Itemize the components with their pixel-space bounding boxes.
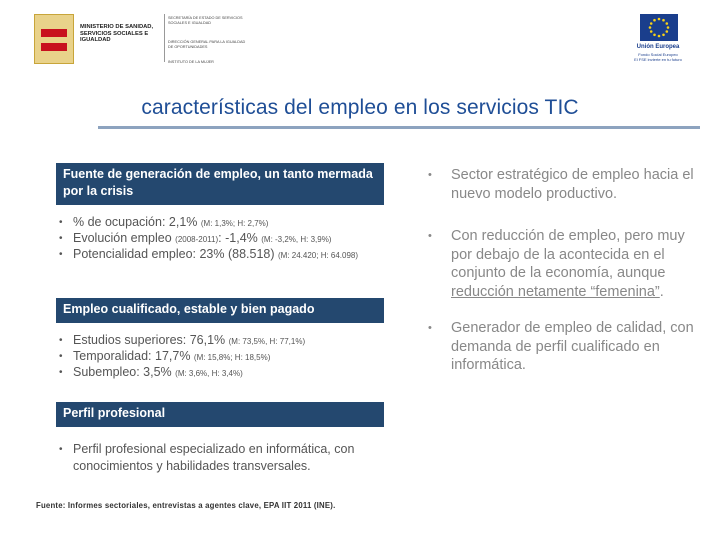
bullet: •	[59, 335, 63, 346]
secretariat-name: Secretaría de Estado de Servicios Social…	[168, 16, 243, 25]
item-text: Temporalidad: 17,7%	[73, 349, 194, 363]
item-detail: (M: 24.420; H: 64.098)	[278, 251, 359, 260]
item-underlined: reducción netamente “femenina”	[451, 283, 660, 300]
eu-fund-text: Fondo Social Europeo El FSE invierte en …	[626, 52, 690, 63]
list-item: • Potencialidad empleo: 23% (88.518) (M:…	[56, 247, 386, 263]
item-detail: (2008-2011)	[175, 235, 219, 244]
list-item: • Perfil profesional especializado en in…	[56, 441, 386, 475]
list-item: • Evolución empleo (2008-2011): -1,4% (M…	[56, 231, 386, 247]
item-detail: (M: 15,8%; H: 18,5%)	[193, 353, 271, 362]
bullet: •	[59, 367, 63, 378]
list-item: • Temporalidad: 17,7% (M: 15,8%; H: 18,5…	[56, 349, 386, 365]
item-detail-2: (M: -3,2%, H: 3,9%)	[261, 235, 332, 244]
list-item: • Con reducción de empleo, pero muy por …	[425, 227, 695, 301]
summary-list: • Sector estratégico de empleo hacia el …	[425, 166, 695, 375]
item-text: Perfil profesional especializado en info…	[73, 442, 355, 473]
eu-motto: El FSE invierte en tu futuro	[634, 56, 682, 62]
institute-name: Instituto de la Mujer	[168, 60, 214, 64]
directorate-name: Dirección General para la Igualdad de Op…	[168, 40, 246, 49]
ministry-logo: Ministerio de Sanidad, Servicios Sociale…	[34, 14, 246, 64]
title-underline	[98, 126, 700, 129]
bullet: •	[428, 322, 432, 334]
eu-fund: Fondo Social Europeo	[638, 52, 678, 57]
list-item: • Estudios superiores: 76,1% (M: 73,5%, …	[56, 333, 386, 349]
item-text: Con reducción de empleo, pero muy por de…	[451, 228, 685, 281]
list-item: • Subempleo: 3,5% (M: 3,6%, H: 3,4%)	[56, 365, 386, 381]
professional-profile-list: • Perfil profesional especializado en in…	[56, 441, 386, 475]
list-item: • Sector estratégico de empleo hacia el …	[425, 166, 695, 203]
qualified-employment-list: • Estudios superiores: 76,1% (M: 73,5%, …	[56, 333, 386, 381]
item-text: Subempleo: 3,5%	[73, 365, 176, 379]
item-text-tail: .	[659, 283, 664, 300]
section-heading-employment-source: Fuente de generación de empleo, un tanto…	[56, 163, 384, 205]
source-note: Fuente: Informes sectoriales, entrevista…	[36, 501, 336, 510]
section-heading-qualified-employment: Empleo cualificado, estable y bien pagad…	[56, 298, 384, 323]
ministry-name: Ministerio de Sanidad, Servicios Sociale…	[80, 24, 154, 44]
item-text: % de ocupación: 2,1%	[73, 215, 201, 229]
eu-flag-icon	[640, 14, 678, 41]
list-item: • Generador de empleo de calidad, con de…	[425, 319, 695, 375]
item-text: Sector estratégico de empleo hacia el nu…	[451, 167, 694, 202]
bullet: •	[428, 230, 432, 242]
list-item: • % de ocupación: 2,1% (M: 1,3%; H: 2,7%…	[56, 215, 386, 231]
bullet: •	[59, 233, 63, 244]
section-heading-professional-profile: Perfil profesional	[56, 402, 384, 427]
coat-of-arms-icon	[34, 14, 74, 64]
bullet: •	[428, 169, 432, 181]
page-title: características del empleo en los servic…	[141, 96, 579, 119]
bullet: •	[59, 444, 63, 455]
logo-divider	[164, 14, 165, 62]
bullet: •	[59, 249, 63, 260]
item-detail: (M: 1,3%; H: 2,7%)	[200, 219, 269, 228]
item-text: Generador de empleo de calidad, con dema…	[451, 320, 694, 373]
item-detail: (M: 3,6%, H: 3,4%)	[175, 369, 243, 378]
item-text: Potencialidad empleo: 23% (88.518)	[73, 247, 278, 261]
bullet: •	[59, 217, 63, 228]
item-text: Evolución empleo	[73, 231, 176, 245]
item-text-tail: : -1,4%	[218, 231, 262, 245]
eu-logo: Unión Europea Fondo Social Europeo El FS…	[626, 14, 690, 70]
employment-source-list: • % de ocupación: 2,1% (M: 1,3%; H: 2,7%…	[56, 215, 386, 263]
bullet: •	[59, 351, 63, 362]
item-detail: (M: 73,5%, H: 77,1%)	[228, 337, 306, 346]
eu-name: Unión Europea	[636, 44, 680, 50]
item-text: Estudios superiores: 76,1%	[73, 333, 229, 347]
